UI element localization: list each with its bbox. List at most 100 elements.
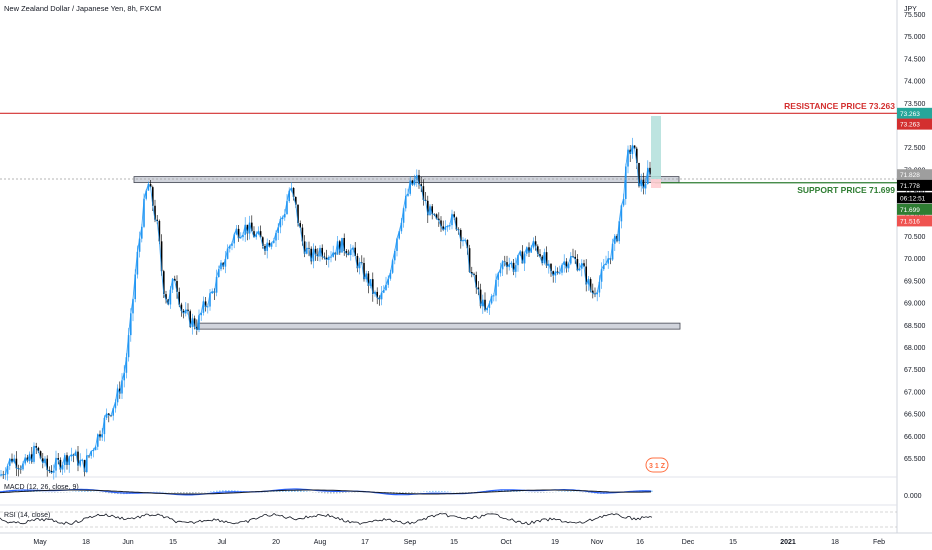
candle-body bbox=[363, 263, 365, 280]
macd-bar bbox=[294, 490, 296, 492]
candle-body bbox=[15, 458, 18, 469]
candle-body bbox=[174, 278, 176, 282]
candle-body bbox=[391, 260, 394, 273]
candle-body bbox=[233, 234, 235, 244]
candle-body bbox=[275, 232, 277, 241]
macd-bar bbox=[447, 491, 449, 492]
candle-body bbox=[600, 269, 603, 282]
candle-body bbox=[77, 451, 79, 466]
candle-body bbox=[605, 263, 607, 266]
symbol-title[interactable]: New Zealand Dollar / Japanese Yen, 8h, F… bbox=[4, 4, 161, 13]
candle-body bbox=[42, 458, 44, 464]
candle-body bbox=[629, 149, 631, 155]
candle-body bbox=[306, 247, 308, 254]
candle-body bbox=[286, 201, 288, 215]
macd-bar bbox=[411, 492, 413, 494]
candle-body bbox=[253, 231, 255, 238]
candle-body bbox=[6, 465, 9, 475]
y-tick-partial: 75.500 bbox=[904, 12, 926, 19]
candle-body bbox=[532, 241, 535, 248]
macd-label[interactable]: MACD (12, 26, close, 9) bbox=[4, 484, 79, 491]
candle-body bbox=[332, 252, 334, 257]
candle-body bbox=[103, 417, 106, 435]
candle-body bbox=[442, 226, 444, 230]
price-tag bbox=[897, 215, 932, 227]
macd-bar bbox=[231, 490, 233, 492]
candle-body bbox=[83, 459, 86, 473]
candle-body bbox=[189, 311, 191, 327]
candle-body bbox=[152, 187, 154, 206]
macd-bar bbox=[192, 492, 194, 494]
y-tick-label: 69.500 bbox=[904, 278, 926, 285]
candle-body bbox=[598, 281, 601, 293]
rsi-label[interactable]: RSI (14, close) bbox=[4, 512, 50, 519]
candle-body bbox=[259, 231, 262, 238]
long-position-target-zone[interactable] bbox=[651, 116, 661, 179]
candle-body bbox=[576, 259, 579, 271]
candle-body bbox=[396, 238, 398, 251]
candle-body bbox=[622, 198, 625, 206]
candle-body bbox=[484, 299, 486, 311]
macd-bar bbox=[306, 491, 308, 492]
candle-body bbox=[273, 240, 275, 243]
macd-bar bbox=[222, 490, 224, 492]
price-tag-text: 71.828 bbox=[900, 172, 920, 179]
candle-body bbox=[506, 262, 508, 268]
candle-body bbox=[607, 258, 609, 264]
candle-body bbox=[31, 454, 33, 462]
candle-body bbox=[567, 263, 570, 269]
candle-body bbox=[222, 262, 224, 267]
macd-bar bbox=[495, 489, 497, 492]
candle-body bbox=[35, 446, 37, 448]
y-tick-label: 68.500 bbox=[904, 323, 926, 330]
macd-bar bbox=[87, 491, 89, 492]
candle-body bbox=[534, 241, 537, 247]
price-tag bbox=[897, 179, 932, 191]
candle-body bbox=[416, 175, 418, 180]
candle-body bbox=[312, 248, 315, 262]
y-tick-label: 75.000 bbox=[904, 34, 926, 41]
candle-body bbox=[565, 261, 568, 269]
y-tick-label: 74.000 bbox=[904, 79, 926, 86]
macd-bar bbox=[78, 491, 80, 492]
y-tick-label: 66.000 bbox=[904, 434, 926, 441]
candle-body bbox=[367, 273, 370, 286]
lower-range-box[interactable] bbox=[197, 322, 681, 330]
candle-body bbox=[328, 257, 330, 260]
macd-signal-line bbox=[0, 489, 652, 495]
resistance-label: RESISTANCE PRICE 73.263 bbox=[784, 101, 895, 111]
x-tick-label: Nov bbox=[591, 539, 604, 546]
candle-body bbox=[235, 228, 238, 235]
price-tag bbox=[897, 203, 932, 215]
y-tick-label: 69.000 bbox=[904, 301, 926, 308]
candle-body bbox=[48, 469, 51, 472]
long-position-stop-zone[interactable] bbox=[651, 179, 661, 188]
candle-body bbox=[301, 227, 304, 242]
macd-bar bbox=[336, 492, 338, 494]
candle-body bbox=[561, 264, 563, 273]
candle-body bbox=[9, 458, 11, 466]
candle-body bbox=[418, 175, 420, 185]
candle-body bbox=[244, 224, 246, 235]
upper-range-box[interactable] bbox=[133, 176, 680, 184]
candle-body bbox=[574, 256, 576, 260]
macd-bar bbox=[195, 492, 197, 494]
candle-body bbox=[116, 388, 119, 403]
macd-bar bbox=[189, 492, 191, 494]
x-tick-label: Jul bbox=[218, 539, 227, 546]
macd-bar bbox=[498, 489, 500, 492]
macd-bar bbox=[288, 490, 290, 492]
candle-body bbox=[141, 226, 143, 239]
candle-body bbox=[365, 273, 367, 280]
candle-body bbox=[226, 248, 229, 259]
candle-body bbox=[204, 301, 207, 307]
candle-body bbox=[262, 237, 264, 246]
price-tag-text: 73.263 bbox=[900, 111, 920, 118]
macd-bar bbox=[81, 491, 83, 492]
candle-body bbox=[530, 247, 532, 253]
candle-body bbox=[631, 145, 634, 155]
candle-body bbox=[427, 200, 429, 216]
x-tick-label: 16 bbox=[636, 539, 644, 546]
x-tick-label: 15 bbox=[169, 539, 177, 546]
